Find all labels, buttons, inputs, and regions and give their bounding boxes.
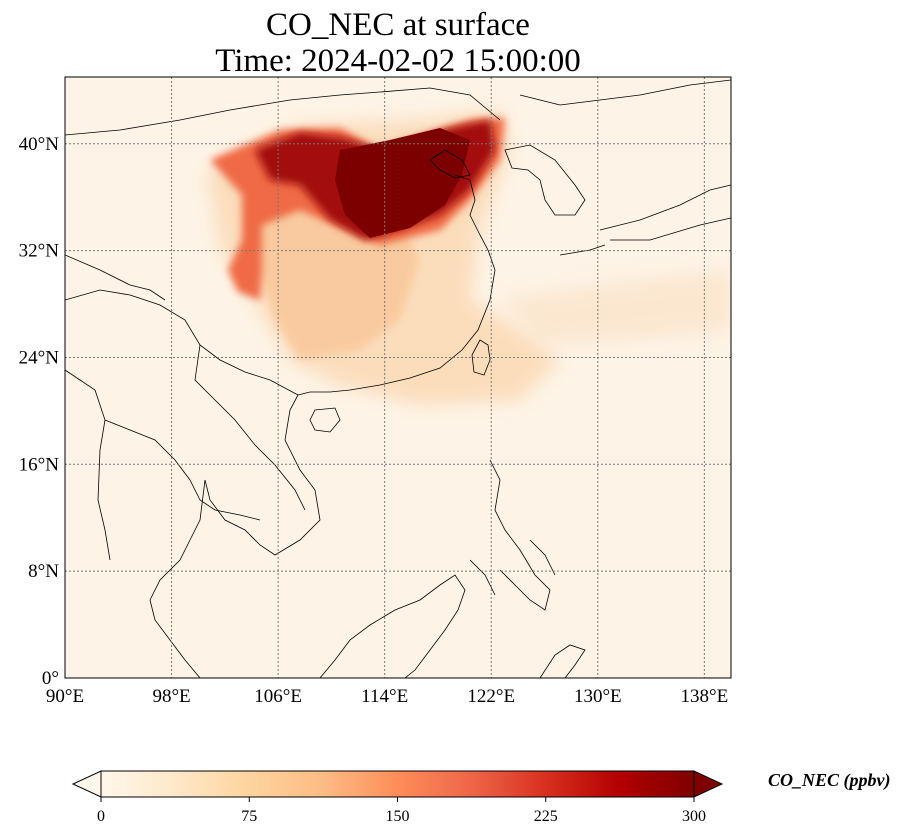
plume-band-east	[500, 270, 731, 345]
border-china-south	[65, 289, 299, 396]
coastline-china-east	[297, 174, 496, 396]
lon-tick-label: 90°E	[46, 686, 84, 707]
lon-tick-label: 114°E	[361, 686, 408, 707]
coastline-philippines	[469, 459, 556, 611]
colorbar-body	[100, 770, 695, 798]
lon-tick-label: 130°E	[574, 686, 622, 707]
lat-tick-labels: 0° 8°N 16°N 24°N 32°N 40°N	[19, 134, 60, 689]
gridlines	[65, 77, 731, 678]
colorbar: 0 75 150 225 300	[71, 770, 724, 825]
coastline-hainan	[309, 407, 341, 433]
lat-tick-label: 16°N	[19, 454, 60, 475]
lat-tick-label: 0°	[42, 668, 59, 689]
coastline-bohai	[429, 149, 471, 179]
coastline-taiwan	[471, 339, 491, 376]
border-laos-vietnam	[194, 344, 306, 511]
figure-title-line1: CO_NEC at surface	[266, 7, 530, 43]
coastline-myanmar	[65, 369, 111, 561]
figure-title-line2: Time: 2024-02-02 15:00:00	[215, 43, 581, 79]
colorbar-tick-label: 150	[386, 808, 410, 825]
border-himalaya	[65, 254, 166, 301]
lat-tick-label: 24°N	[19, 347, 60, 368]
coastline-japan	[559, 184, 731, 256]
lat-tick-label: 32°N	[19, 241, 60, 262]
border-thailand	[104, 419, 261, 521]
coastline-korea	[504, 144, 586, 216]
colorbar-extend-min	[71, 770, 102, 798]
colorbar-extend-max	[693, 770, 724, 798]
lon-tick-label: 138°E	[681, 686, 729, 707]
border-north	[65, 79, 731, 136]
colorbar-tick-label: 300	[682, 808, 706, 825]
lon-tick-label: 122°E	[467, 686, 515, 707]
coastlines	[65, 79, 731, 678]
colorbar-tick-label: 75	[241, 808, 257, 825]
coastline-sulawesi	[539, 644, 586, 678]
colorbar-tick-label: 225	[534, 808, 558, 825]
colorbar-tick-label: 0	[97, 808, 105, 825]
lon-tick-label: 106°E	[254, 686, 302, 707]
lat-tick-label: 40°N	[19, 134, 60, 155]
coastline-borneo	[319, 574, 466, 678]
colorbar-ticks: 0 75 150 225 300	[97, 797, 706, 825]
lon-tick-labels: 90°E 98°E 106°E 114°E 122°E 130°E 138°E	[46, 686, 728, 707]
colorbar-label: CO_NEC (ppbv)	[768, 770, 891, 790]
lat-tick-label: 8°N	[28, 561, 59, 582]
lon-tick-label: 98°E	[152, 686, 190, 707]
coastline-indochina	[149, 394, 321, 678]
map-frame	[64, 76, 732, 679]
